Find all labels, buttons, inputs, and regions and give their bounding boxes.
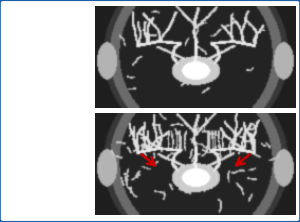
Text: a：従来型
　 CT: a：従来型 CT bbox=[8, 43, 37, 66]
Text: b：Aquilion
    Precision: b：Aquilion Precision bbox=[8, 153, 64, 176]
